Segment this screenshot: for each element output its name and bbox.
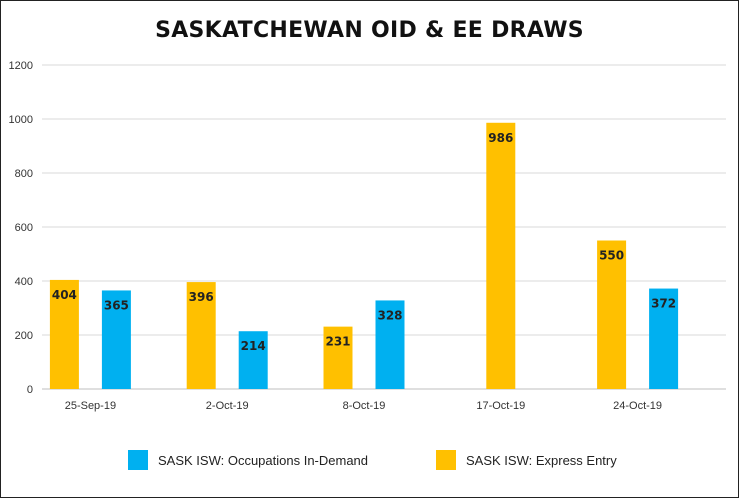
- bar-express-entry: [186, 282, 216, 389]
- bar-express-entry: [49, 279, 79, 389]
- data-labels: 404 365 396 214 231 328 986 550 372: [52, 131, 676, 353]
- x-tick-label: 25-Sep-19: [65, 400, 116, 412]
- y-tick-label: 0: [27, 384, 33, 396]
- data-label: 550: [599, 249, 624, 263]
- bar-occupations-in-demand: [101, 290, 131, 389]
- bar-express-entry: [486, 122, 516, 389]
- bar-occupations-in-demand: [238, 331, 268, 389]
- data-label: 365: [104, 298, 129, 312]
- y-tick-label: 800: [15, 168, 33, 180]
- y-tick-label: 600: [15, 222, 33, 234]
- data-label: 396: [189, 290, 214, 304]
- legend-swatch-yellow: [436, 450, 456, 470]
- y-tick-label: 200: [15, 330, 33, 342]
- y-tick-label: 1000: [9, 114, 33, 126]
- legend-item-occupations-in-demand: SASK ISW: Occupations In-Demand: [128, 450, 368, 470]
- bar-occupations-in-demand: [375, 300, 405, 389]
- x-axis-ticks: 25-Sep-19 2-Oct-19 8-Oct-19 17-Oct-19 24-Oct…: [65, 400, 662, 412]
- bars: [49, 122, 679, 389]
- legend-swatch-blue: [128, 450, 148, 470]
- data-label: 231: [325, 335, 350, 349]
- data-label: 328: [377, 308, 402, 322]
- data-label: 986: [488, 131, 513, 145]
- bar-occupations-in-demand: [649, 288, 679, 389]
- x-tick-label: 17-Oct-19: [476, 400, 525, 412]
- y-tick-label: 1200: [9, 60, 33, 72]
- data-label: 404: [52, 288, 77, 302]
- bar-express-entry: [597, 240, 627, 389]
- legend-label: SASK ISW: Express Entry: [466, 452, 617, 468]
- data-label: 372: [651, 297, 676, 311]
- x-tick-label: 24-Oct-19: [613, 400, 662, 412]
- y-tick-label: 400: [15, 276, 33, 288]
- chart-title: SASKATCHEWAN OID & EE DRAWS: [155, 18, 584, 43]
- x-tick-label: 2-Oct-19: [206, 400, 249, 412]
- legend-item-express-entry: SASK ISW: Express Entry: [436, 450, 617, 470]
- x-tick-label: 8-Oct-19: [343, 400, 386, 412]
- bar-express-entry: [323, 326, 353, 389]
- legend: SASK ISW: Occupations In-Demand SASK ISW…: [0, 450, 739, 472]
- data-label: 214: [241, 339, 266, 353]
- y-axis-ticks: 0 200 400 600 800 1000 1200: [9, 60, 33, 396]
- legend-label: SASK ISW: Occupations In-Demand: [158, 452, 369, 468]
